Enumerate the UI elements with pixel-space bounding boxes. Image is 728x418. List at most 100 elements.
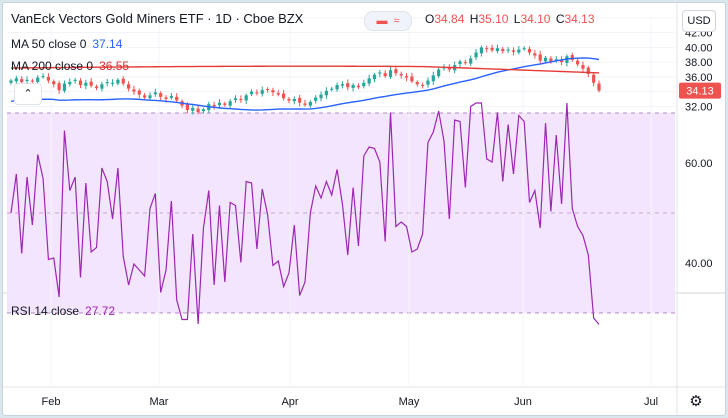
candle-body — [437, 69, 441, 77]
candle-body — [287, 98, 291, 101]
rsi-label: RSI 14 close — [11, 304, 80, 318]
candle-body — [303, 103, 307, 105]
candle — [73, 77, 77, 84]
candle — [100, 81, 104, 92]
candle-body — [148, 95, 152, 99]
candle-body — [447, 67, 451, 70]
candle-body — [89, 81, 93, 86]
candle — [159, 91, 163, 100]
candle-body — [239, 98, 243, 100]
chevron-up-icon: ⌃ — [23, 88, 33, 100]
collapse-legend-button[interactable]: ⌃ — [14, 83, 42, 105]
candle-body — [415, 82, 419, 85]
settings-gear-button[interactable]: ⚙ — [687, 393, 705, 411]
currency-button[interactable]: USD — [682, 10, 716, 32]
candle-body — [517, 49, 521, 53]
candle-body — [132, 89, 136, 92]
time-tick-label: May — [399, 396, 420, 408]
candle — [565, 54, 569, 67]
candle — [367, 74, 371, 87]
candle — [228, 98, 232, 108]
candle — [137, 88, 141, 99]
candle — [260, 86, 264, 97]
candle-body — [233, 98, 238, 101]
candle — [410, 72, 414, 84]
ohlc-open-value: 34.84 — [434, 12, 465, 26]
candle — [479, 45, 483, 57]
candle-body — [217, 102, 222, 106]
candle-body — [298, 97, 302, 103]
candle — [57, 80, 61, 94]
candle — [127, 81, 131, 92]
candle-body — [463, 62, 467, 64]
candle-body — [73, 79, 77, 81]
candle-body — [78, 80, 83, 85]
candle — [68, 78, 72, 87]
candle-body — [153, 92, 157, 95]
rsi-legend[interactable]: RSI 14 close 27.72 — [11, 304, 115, 318]
candle-body — [330, 88, 334, 90]
candle — [212, 101, 216, 110]
candle-body — [9, 80, 13, 83]
candle-body — [137, 90, 141, 95]
candle — [501, 47, 505, 54]
candle — [84, 79, 88, 90]
candle — [9, 78, 13, 85]
symbol-title[interactable]: VanEck Vectors Gold Miners ETF · 1D · Cb… — [11, 11, 307, 26]
price-tick-label: 40.00 — [685, 42, 713, 54]
candle-body — [522, 48, 526, 50]
candle — [388, 66, 393, 80]
ohlc-low-value: 34.10 — [520, 12, 551, 26]
candle — [282, 89, 286, 101]
time-tick-label: Mar — [150, 396, 169, 408]
candle — [308, 100, 312, 108]
candle-body — [46, 76, 51, 81]
ma200-label: MA 200 close 0 — [11, 59, 94, 73]
candle — [265, 87, 270, 93]
candle-body — [340, 84, 345, 86]
candle — [287, 97, 291, 104]
candle-body — [474, 52, 478, 58]
candle — [447, 64, 451, 73]
ma50-line — [10, 57, 600, 111]
candle — [346, 79, 350, 91]
candle-body — [383, 73, 387, 77]
candle — [94, 84, 99, 91]
candle-body — [169, 96, 173, 98]
candle-body — [249, 91, 254, 95]
ma50-legend[interactable]: MA 50 close 0 37.14 — [11, 37, 122, 51]
ma200-legend[interactable]: MA 200 close 0 36.55 — [11, 59, 129, 73]
candle-body — [458, 61, 462, 64]
candle — [340, 81, 345, 89]
candle — [458, 59, 462, 68]
candle — [223, 101, 227, 107]
candle — [469, 55, 473, 66]
candle — [153, 88, 157, 97]
candle — [314, 95, 318, 104]
price-chart[interactable]: 32.0034.0036.0038.0040.0042.0044.0040.00… — [3, 3, 725, 415]
candle — [52, 79, 56, 88]
candle — [89, 78, 93, 88]
rsi-value: 27.72 — [85, 304, 116, 318]
candle — [239, 95, 243, 103]
candle — [330, 86, 334, 92]
candle — [517, 45, 521, 55]
candle — [233, 95, 238, 103]
candle-body — [292, 98, 296, 102]
candle-body — [490, 47, 494, 51]
ohlc-close-value: 34.13 — [564, 12, 595, 26]
price-alert-pill[interactable]: ▬ ≈ — [364, 11, 412, 31]
candle — [249, 89, 254, 97]
candle — [511, 47, 516, 56]
candle-body — [469, 58, 473, 64]
candle — [592, 72, 596, 87]
candle — [463, 59, 467, 65]
candle-body — [538, 54, 542, 61]
candle — [191, 104, 195, 115]
candle — [581, 61, 585, 72]
candle — [394, 67, 398, 76]
candle — [25, 76, 29, 85]
candle-body — [244, 95, 248, 101]
candle-body — [319, 94, 323, 99]
